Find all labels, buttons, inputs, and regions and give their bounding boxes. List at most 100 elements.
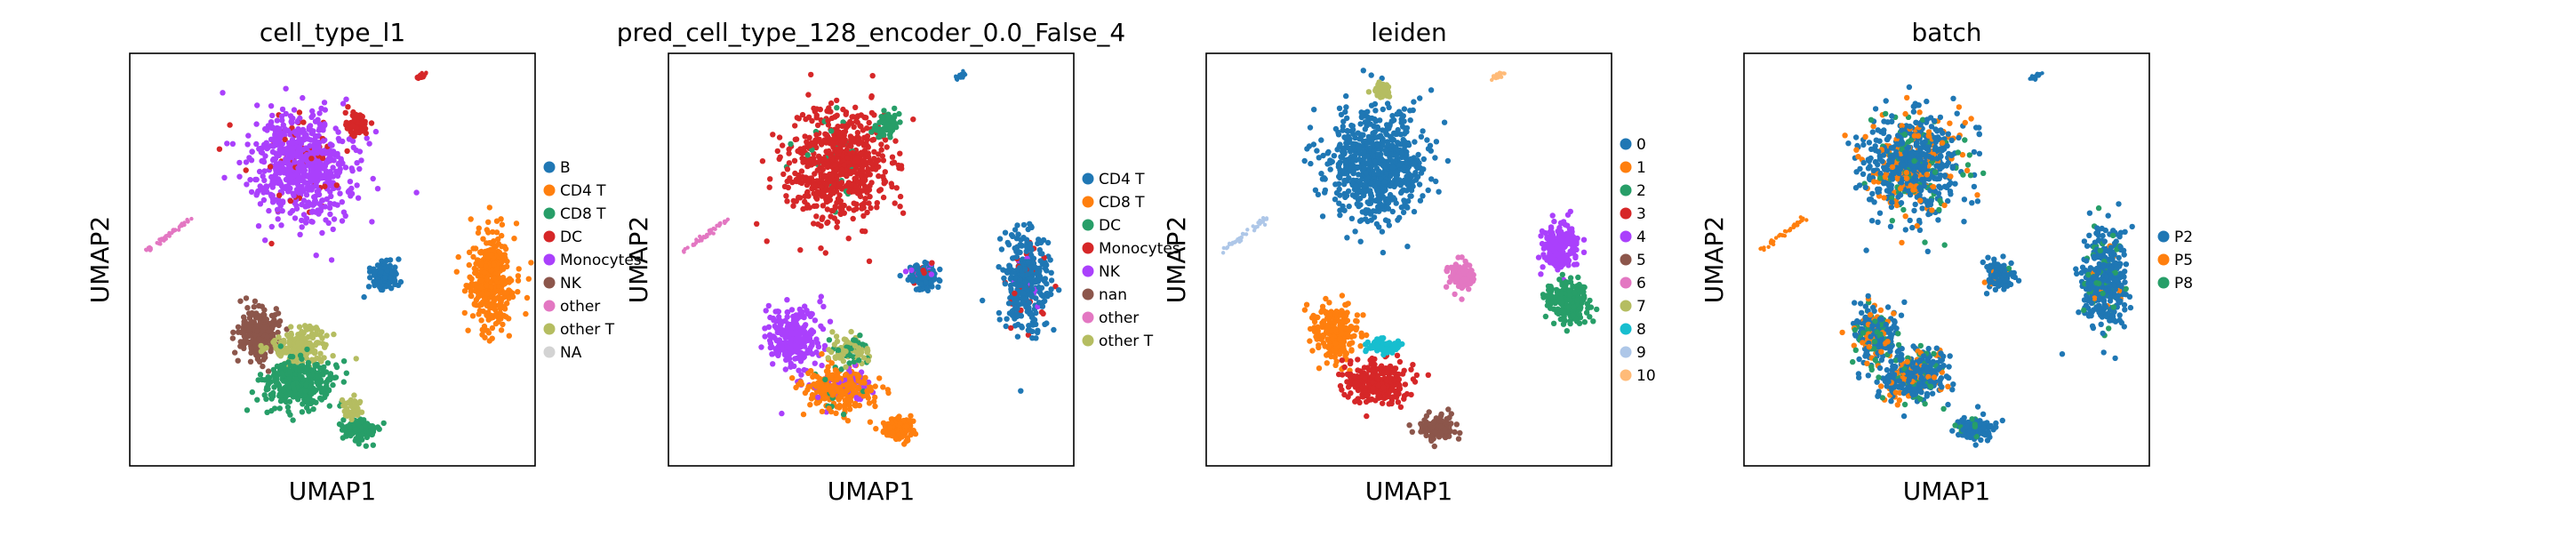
data-point xyxy=(812,317,819,324)
data-point xyxy=(271,173,277,180)
data-point xyxy=(1412,139,1418,145)
data-point xyxy=(261,317,268,323)
data-point xyxy=(841,403,847,409)
data-point xyxy=(276,351,283,357)
data-point xyxy=(319,155,326,161)
data-point xyxy=(805,114,812,120)
legend-item: CD8 T xyxy=(543,205,606,223)
data-point xyxy=(299,328,305,335)
data-point xyxy=(335,160,342,167)
data-point xyxy=(287,210,293,216)
data-point xyxy=(247,358,254,365)
data-point xyxy=(299,356,305,362)
data-point xyxy=(295,164,301,172)
data-point xyxy=(254,328,260,334)
data-point xyxy=(818,223,824,229)
data-point xyxy=(298,175,304,182)
legend-item: NA xyxy=(543,344,582,362)
data-point xyxy=(295,397,301,403)
data-point xyxy=(333,182,340,188)
data-point xyxy=(468,216,474,222)
data-point xyxy=(248,157,255,164)
data-point xyxy=(330,381,336,389)
data-point xyxy=(478,291,485,297)
data-point xyxy=(848,143,854,149)
data-point xyxy=(1318,137,1324,143)
data-point xyxy=(258,349,265,355)
data-point xyxy=(1044,320,1050,326)
data-point xyxy=(1027,310,1034,317)
data-point xyxy=(229,140,236,147)
data-point xyxy=(862,374,868,381)
data-point xyxy=(261,168,268,174)
data-point xyxy=(702,235,707,240)
data-point xyxy=(257,201,264,207)
data-point xyxy=(378,268,384,275)
legend-marker xyxy=(543,207,556,220)
data-point xyxy=(317,350,324,357)
data-point xyxy=(366,265,373,271)
data-point xyxy=(262,125,268,132)
data-point xyxy=(788,336,794,343)
data-point xyxy=(784,166,791,172)
data-point xyxy=(501,264,508,270)
data-point xyxy=(874,200,880,206)
data-point xyxy=(258,342,264,349)
data-point xyxy=(346,424,353,430)
data-point xyxy=(308,218,315,225)
data-point xyxy=(1025,259,1032,265)
data-point xyxy=(235,329,242,335)
data-point xyxy=(469,313,476,319)
data-point xyxy=(243,159,250,165)
data-point xyxy=(845,397,852,404)
data-point xyxy=(1407,108,1413,114)
data-point xyxy=(765,324,772,330)
data-point xyxy=(365,284,372,290)
cluster-nk xyxy=(229,295,300,374)
data-point xyxy=(928,279,934,286)
data-point xyxy=(876,188,883,194)
data-point xyxy=(828,373,834,379)
data-point xyxy=(887,134,893,140)
data-point xyxy=(308,326,315,333)
data-point xyxy=(859,180,866,187)
data-point xyxy=(811,160,818,166)
panel-title: leiden xyxy=(1371,18,1447,47)
data-point xyxy=(841,162,847,168)
data-point xyxy=(333,364,340,371)
data-point xyxy=(825,386,832,393)
legend-label: CD4 T xyxy=(560,182,606,200)
data-point xyxy=(268,240,275,247)
data-point xyxy=(836,181,843,188)
legend-item: CD8 T xyxy=(1082,194,1145,212)
legend-item: DC xyxy=(543,228,582,246)
data-point xyxy=(903,423,910,430)
data-point xyxy=(848,181,854,188)
data-point xyxy=(790,197,796,204)
data-point xyxy=(831,135,837,141)
data-point xyxy=(502,278,508,285)
data-point xyxy=(1009,308,1016,315)
data-point xyxy=(319,150,325,156)
data-point xyxy=(387,262,393,268)
data-point xyxy=(802,389,809,397)
data-point xyxy=(495,294,502,301)
data-point xyxy=(1022,266,1028,273)
data-point xyxy=(860,168,866,174)
data-point xyxy=(253,323,260,329)
data-point xyxy=(829,329,836,335)
data-point xyxy=(1035,327,1041,333)
data-point xyxy=(815,380,821,386)
cluster-cd4-t xyxy=(453,204,534,344)
data-point xyxy=(1014,333,1021,340)
data-point xyxy=(1369,136,1376,142)
data-point xyxy=(276,334,282,341)
legend-item: B xyxy=(543,159,571,177)
legend-item: DC xyxy=(1082,217,1121,235)
data-point xyxy=(296,109,303,116)
data-point xyxy=(1004,239,1011,246)
data-point xyxy=(516,266,522,272)
data-point xyxy=(240,339,246,345)
data-point xyxy=(263,396,269,402)
